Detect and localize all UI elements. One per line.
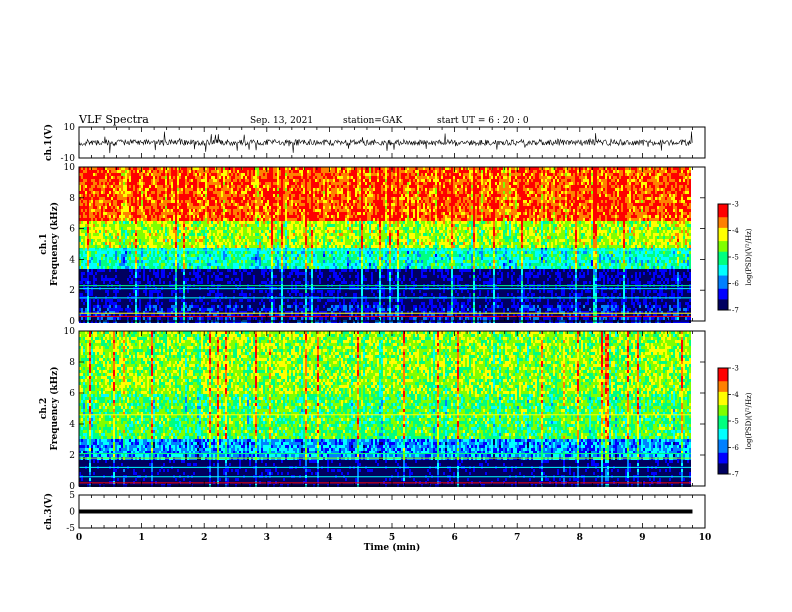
ch2-colorbar: [718, 368, 728, 475]
ch1-colorbar-tick-label: -7: [732, 307, 739, 315]
ch2-ytick-label: 0: [69, 482, 75, 492]
time-tick-label: 3: [264, 533, 270, 543]
ch1-ytick-label: 10: [64, 123, 76, 133]
ch2-axis-label: ch.2Frequency (kHz): [39, 366, 60, 450]
ch1-colorbar-tick-label: -3: [732, 201, 739, 209]
time-axis-label: Time (min): [364, 542, 421, 553]
ch1-ytick-label: -10: [61, 154, 76, 164]
time-tick-label: 4: [326, 533, 332, 543]
ch1-ytick-label: 8: [69, 194, 75, 204]
ch2-colorbar-tick-label: -4: [732, 391, 739, 399]
ch1-wave-bg: [79, 127, 705, 158]
ch2-axis-label-line: Frequency (kHz): [49, 366, 60, 450]
ch2-colorbar-tick-label: -6: [732, 444, 739, 452]
time-tick-label: 2: [201, 533, 207, 543]
ch1-ytick-label: 2: [69, 286, 75, 296]
ch1-axis-label-line: Frequency (kHz): [49, 202, 60, 286]
figure-title: VLF Spectra: [78, 113, 149, 126]
time-tick-label: 7: [514, 533, 520, 543]
ch2-ytick-label: 4: [69, 420, 75, 430]
ch1-ytick-label: 6: [69, 225, 75, 235]
time-tick-label: 0: [76, 533, 82, 543]
ch1-colorbar: [718, 204, 728, 311]
ch1-colorbar-tick-label: -4: [732, 227, 739, 235]
ch2-ytick-label: 8: [69, 358, 75, 368]
ch1-colorbar-label: log(PSD)(V²/Hz): [745, 228, 753, 285]
ch3-ytick-label: 0: [69, 508, 75, 518]
ch2-colorbar-tick-label: -3: [732, 365, 739, 373]
ch1-ytick-label: 0: [69, 317, 75, 327]
ch2-axis-label-line: ch.2: [39, 398, 49, 419]
time-tick-label: 8: [577, 533, 583, 543]
time-tick-label: 9: [639, 533, 645, 543]
ch1-colorbar-tick-label: -5: [732, 254, 739, 262]
time-tick-label: 6: [451, 533, 457, 543]
ch2-colorbar-label: log(PSD)(V²/Hz): [745, 392, 753, 449]
ch3-ytick-label: -5: [66, 524, 75, 534]
start-time-label: start UT = 6 : 20 : 0: [437, 116, 529, 126]
date-label: Sep. 13, 2021: [250, 116, 313, 126]
ch1-axis-label: ch.1(V): [43, 124, 54, 161]
time-tick-label: 1: [138, 533, 144, 543]
time-tick-label: 5: [389, 533, 395, 543]
ch3-ytick-label: 5: [69, 491, 75, 501]
ch1-ytick-label: 10: [64, 163, 76, 173]
ch1-ytick-label: 4: [69, 255, 75, 265]
ch2-spectrogram-image: [79, 331, 691, 487]
ch2-ytick-label: 2: [69, 451, 75, 461]
ch2-ytick-label: 6: [69, 389, 75, 399]
time-tick-label: 10: [699, 533, 712, 543]
station-label: station=GAK: [343, 116, 403, 126]
ch1-axis-label: ch.1Frequency (kHz): [39, 202, 60, 286]
ch2-ytick-label: 10: [64, 327, 76, 337]
ch3-axis-label: ch.3(V): [43, 493, 54, 530]
ch1-axis-label-line: ch.1: [39, 233, 49, 254]
ch2-colorbar-tick-label: -5: [732, 418, 739, 426]
ch1-spectrogram-image: [79, 167, 691, 323]
ch1-waveform-line: [78, 131, 693, 154]
ch1-colorbar-tick-label: -6: [732, 280, 739, 288]
ch2-colorbar-tick-label: -7: [732, 471, 739, 479]
